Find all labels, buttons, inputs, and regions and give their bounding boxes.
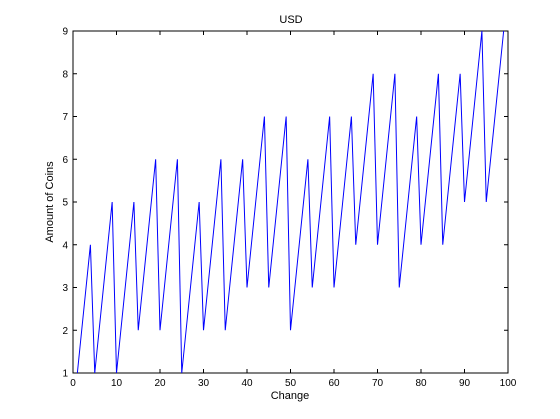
x-axis: 0 10 20 30 40 50 60 70 80 90 100 xyxy=(70,31,517,389)
x-tick-label: 80 xyxy=(415,378,427,389)
x-axis-label: Change xyxy=(271,390,310,402)
x-tick-label: 10 xyxy=(111,378,123,389)
y-axis: 1 2 3 4 5 6 7 8 9 xyxy=(62,27,508,380)
y-tick-label: 7 xyxy=(62,112,68,123)
y-tick-label: 6 xyxy=(62,155,68,166)
x-tick-label: 40 xyxy=(241,378,253,389)
chart-title: USD xyxy=(279,14,302,26)
y-tick-label: 2 xyxy=(62,326,68,337)
y-tick-label: 9 xyxy=(62,27,68,38)
x-tick-label: 0 xyxy=(70,378,76,389)
x-tick-label: 20 xyxy=(154,378,166,389)
y-tick-label: 5 xyxy=(62,198,68,209)
x-tick-label: 30 xyxy=(198,378,210,389)
y-tick-label: 4 xyxy=(62,240,68,251)
y-tick-label: 8 xyxy=(62,69,68,80)
y-tick-label: 1 xyxy=(62,369,68,380)
x-tick-label: 90 xyxy=(459,378,471,389)
x-tick-label: 100 xyxy=(500,378,517,389)
x-tick-label: 50 xyxy=(285,378,297,389)
x-tick-label: 70 xyxy=(372,378,384,389)
x-tick-label: 60 xyxy=(328,378,340,389)
y-axis-label: Amount of Coins xyxy=(44,161,56,243)
y-tick-label: 3 xyxy=(62,283,68,294)
series-line xyxy=(76,30,505,374)
